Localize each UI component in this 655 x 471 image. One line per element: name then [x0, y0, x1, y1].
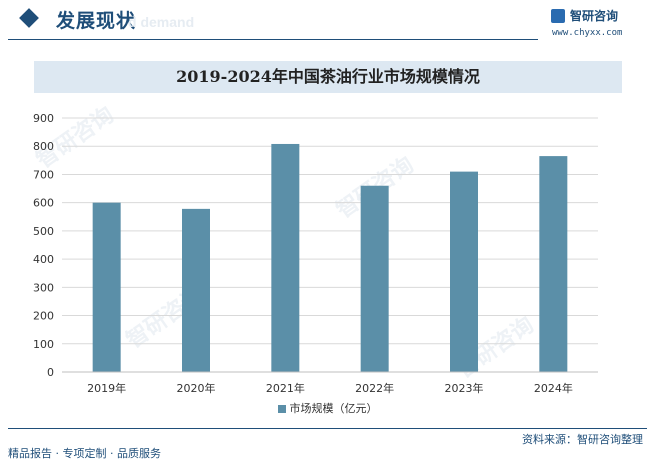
section-title: 发展现状	[56, 10, 137, 32]
brand-logo-icon	[551, 9, 565, 23]
x-tick-label: 2019年	[87, 381, 126, 395]
y-tick-label: 400	[33, 253, 54, 266]
y-tick-label: 700	[33, 168, 54, 181]
bar	[539, 156, 568, 372]
ghost-text: d demand	[128, 14, 195, 30]
chart-title-band: 2019-2024年中国茶油行业市场规模情况	[34, 61, 622, 93]
chart-title: 2019-2024年中国茶油行业市场规模情况	[176, 67, 480, 86]
bar	[360, 185, 389, 372]
bar-chart: 0 100 200 300 400 500 600 700 800 900 2019年 2020年 20…	[33, 112, 598, 395]
y-tick-label: 800	[33, 140, 54, 153]
x-tick-label: 2023年	[445, 381, 484, 395]
footer-source: 资料来源：智研咨询整理	[522, 433, 643, 446]
x-tick-label: 2020年	[177, 381, 216, 395]
y-tick-label: 0	[47, 366, 54, 379]
x-tick-label: 2021年	[266, 381, 305, 395]
legend: 市场规模（亿元）	[0, 400, 655, 416]
diamond-icon	[19, 8, 39, 28]
y-tick-label: 100	[33, 338, 54, 351]
y-tick-label: 600	[33, 197, 54, 210]
footer-slogan: 精品报告 · 专项定制 · 品质服务	[8, 447, 161, 460]
legend-label: 市场规模（亿元）	[289, 402, 378, 415]
x-tick-label: 2022年	[355, 381, 394, 395]
bar	[92, 202, 121, 372]
x-tick-label: 2024年	[534, 381, 573, 395]
y-tick-label: 900	[33, 112, 54, 125]
footer-divider	[8, 428, 647, 429]
brand-url: www.chyxx.com	[552, 28, 623, 38]
y-tick-label: 300	[33, 281, 54, 294]
bar	[182, 208, 210, 372]
header: 发展现状 d demand 智研咨询 www.chyxx.com	[0, 0, 655, 46]
brand-name: 智研咨询	[570, 9, 619, 23]
y-tick-label: 500	[33, 225, 54, 238]
bar	[450, 171, 478, 372]
y-tick-label: 200	[33, 310, 54, 323]
header-divider	[8, 39, 538, 40]
bar	[271, 143, 300, 372]
legend-swatch	[277, 405, 286, 413]
